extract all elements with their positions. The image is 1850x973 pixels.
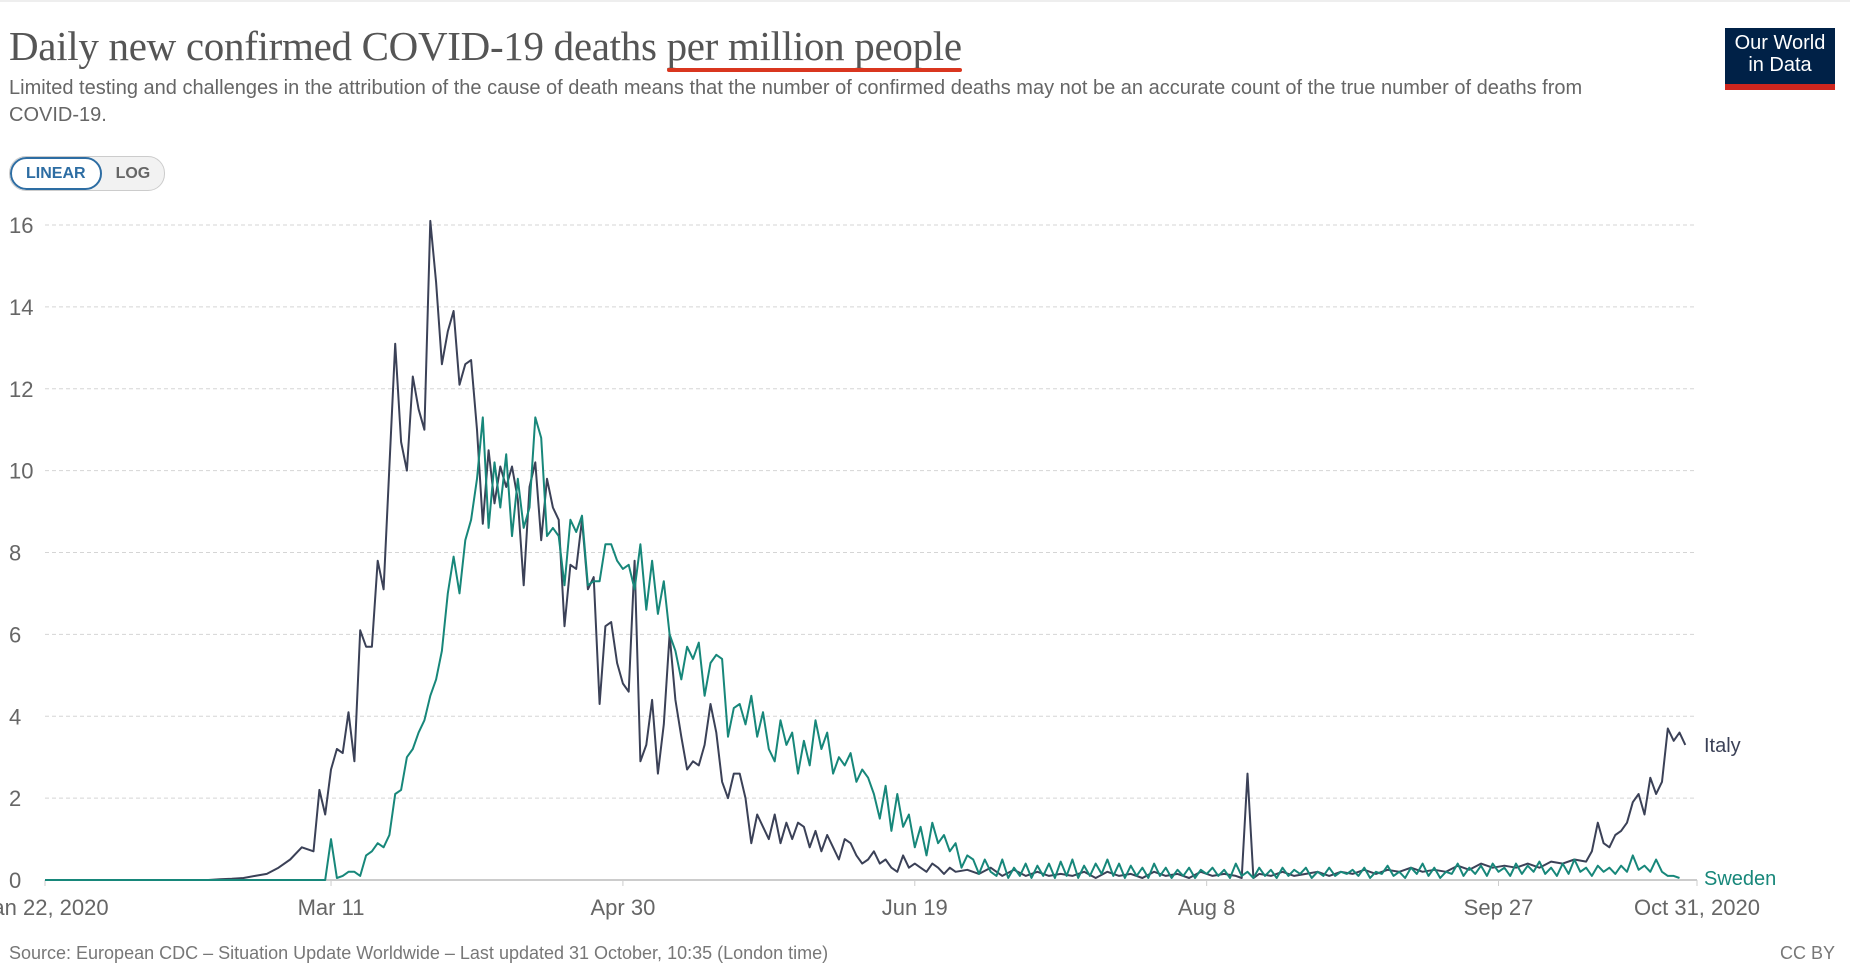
y-tick-label: 6 — [9, 622, 21, 647]
chart-subtitle: Limited testing and challenges in the at… — [9, 77, 1583, 126]
scale-toggle: LINEAR LOG — [9, 156, 166, 191]
series-line-sweden — [45, 416, 1680, 881]
x-tick-label: Mar 11 — [298, 895, 365, 920]
title-highlight: per million people — [666, 23, 963, 69]
chart-title: Daily new confirmed COVID-19 deaths per … — [9, 22, 962, 70]
y-tick-label: 2 — [9, 786, 21, 811]
top-border — [0, 0, 1850, 2]
y-tick-label: 14 — [9, 295, 33, 320]
y-tick-label: 8 — [9, 541, 21, 566]
title-main: Daily new confirmed COVID-19 deaths — [9, 23, 667, 69]
x-tick-label: Jun 19 — [882, 895, 948, 920]
y-tick-label: 16 — [9, 213, 33, 238]
x-tick-label: Aug 8 — [1178, 895, 1236, 920]
log-button[interactable]: LOG — [115, 165, 151, 182]
owid-logo[interactable]: Our World in Data — [1725, 28, 1835, 90]
y-tick-label: 10 — [9, 459, 33, 484]
y-tick-label: 0 — [9, 868, 21, 893]
logo-line-2: in Data — [1748, 54, 1812, 76]
x-tick-label: Jan 22, 2020 — [0, 895, 109, 920]
x-tick-label: Sep 27 — [1464, 895, 1534, 920]
x-tick-label: Apr 30 — [590, 895, 655, 920]
series-label-sweden: Sweden — [1704, 868, 1776, 890]
series-line-italy — [45, 219, 1687, 881]
logo-line-1: Our World — [1734, 32, 1826, 54]
x-tick-label: Oct 31, 2020 — [1634, 895, 1760, 920]
series-label-italy: Italy — [1704, 735, 1741, 757]
linear-button[interactable]: LINEAR — [10, 157, 102, 190]
source-note: Source: European CDC – Situation Update … — [9, 943, 829, 963]
license-link[interactable]: CC BY — [1779, 943, 1835, 963]
y-tick-label: 4 — [9, 704, 21, 729]
y-tick-label: 12 — [9, 377, 33, 402]
